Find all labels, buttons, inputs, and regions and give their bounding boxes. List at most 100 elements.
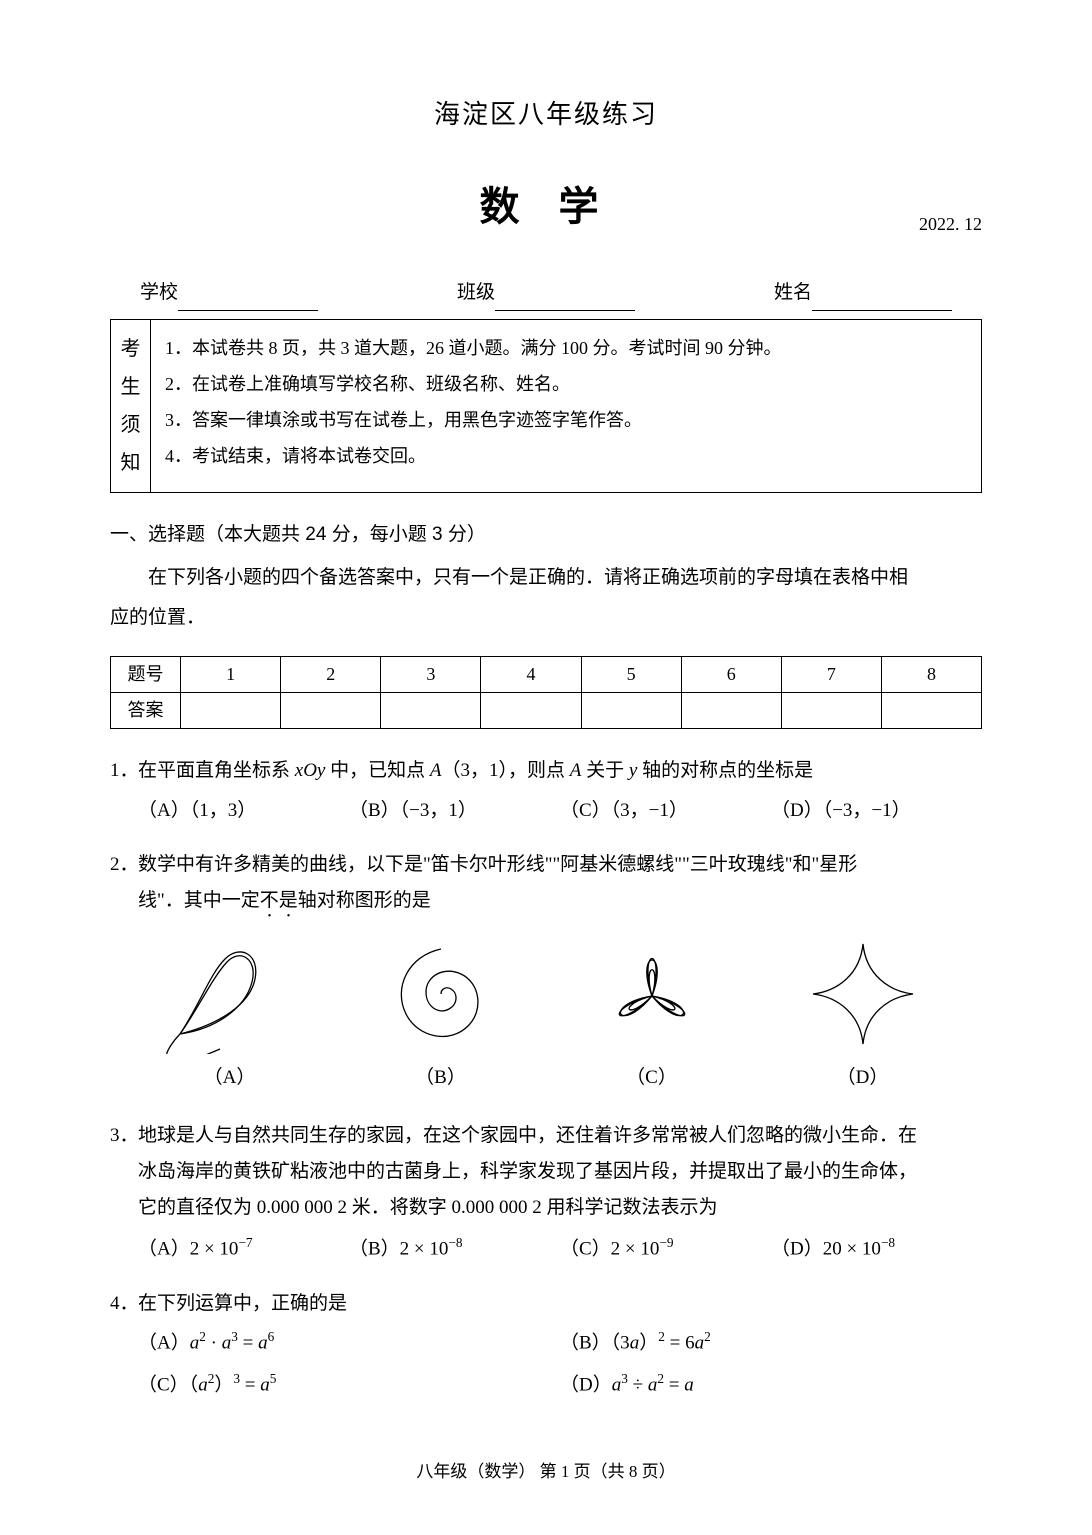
field-class-label: 班级 xyxy=(457,275,495,311)
answer-grid-col: 8 xyxy=(881,656,981,692)
answer-grid-alabel: 答案 xyxy=(111,692,181,728)
q2-stem-b: 线"．其中一定 xyxy=(138,890,260,911)
q3-choice-b: （B）2 × 10−8 xyxy=(349,1230,560,1267)
answer-grid-col: 7 xyxy=(781,656,881,692)
notice-text: 考试结束，请将本试卷交回。 xyxy=(192,446,426,466)
q2-cap-d: （D） xyxy=(837,1060,889,1096)
exam-date: 2022. 12 xyxy=(919,207,982,241)
q1-choice-d: （D）（−3，−1） xyxy=(771,793,982,829)
answer-grid-col: 4 xyxy=(481,656,581,692)
page-footer: 八年级（数学） 第 1 页（共 8 页） xyxy=(110,1456,982,1488)
question-2: 2． 数学中有许多精美的曲线，以下是"笛卡尔叶形线""阿基米德螺线""三叶玫瑰线… xyxy=(110,847,982,1100)
answer-cell[interactable] xyxy=(881,692,981,728)
field-school-line[interactable] xyxy=(178,289,318,311)
student-fields: 学校 班级 姓名 xyxy=(110,275,982,319)
field-name-label: 姓名 xyxy=(774,275,812,311)
notice-text: 本试卷共 8 页，共 3 道大题，26 道小题。满分 100 分。考试时间 90… xyxy=(192,338,782,358)
q3-line2: 冰岛海岸的黄铁矿粘液池中的古菌身上，科学家发现了基因片段，并提取出了最小的生命体… xyxy=(110,1154,982,1190)
field-name: 姓名 xyxy=(774,275,952,311)
section-blurb-line2: 应的位置． xyxy=(110,600,982,636)
notice-item: 4．考试结束，请将本试卷交回。 xyxy=(165,438,967,474)
q1-choice-b: （B）（−3，1） xyxy=(349,793,560,829)
q2-stem-line1: 数学中有许多精美的曲线，以下是"笛卡尔叶形线""阿基米德螺线""三叶玫瑰线"和"… xyxy=(138,847,982,883)
answer-grid-qlabel: 题号 xyxy=(111,656,181,692)
answer-cell[interactable] xyxy=(281,692,381,728)
notice-item: 2．在试卷上准确填写学校名称、班级名称、姓名。 xyxy=(165,366,967,402)
q2-emph: 不是 xyxy=(260,890,298,911)
notice-text: 答案一律填涂或书写在试卷上，用黑色字迹签字笔作答。 xyxy=(192,410,642,430)
q2-cap-b: （B） xyxy=(415,1060,466,1096)
field-class: 班级 xyxy=(457,275,635,311)
q1-choice-c: （C）（3，−1） xyxy=(560,793,771,829)
answer-grid-answer-row: 答案 xyxy=(111,692,982,728)
exam-region-title: 海淀区八年级练习 xyxy=(110,90,982,139)
q2-fig-d: （D） xyxy=(757,934,968,1096)
notice-item: 3．答案一律填涂或书写在试卷上，用黑色字迹签字笔作答。 xyxy=(165,402,967,438)
subject-title: 数 学 xyxy=(479,169,612,245)
answer-grid-col: 5 xyxy=(581,656,681,692)
q2-fig-a: （A） xyxy=(124,934,335,1096)
q2-cap-c: （C） xyxy=(626,1060,677,1096)
q3-line3: 它的直径仅为 0.000 000 2 米．将数字 0.000 000 2 用科学… xyxy=(110,1190,982,1226)
q2-stem-line2: 线"．其中一定不是轴对称图形的是 xyxy=(110,883,982,922)
q4-number: 4． xyxy=(110,1286,138,1322)
field-class-line[interactable] xyxy=(495,289,635,311)
q2-cap-a: （A） xyxy=(204,1060,256,1096)
q4-choice-b: （B）（3a）2 = 6a2 xyxy=(560,1322,982,1364)
answer-grid-col: 2 xyxy=(281,656,381,692)
q2-fig-b: （B） xyxy=(335,934,546,1096)
q2-figures: （A） （B） （C） xyxy=(110,926,982,1100)
section-blurb-line1: 在下列各小题的四个备选答案中，只有一个是正确的．请将正确选项前的字母填在表格中相 xyxy=(110,560,982,596)
notice-char: 生 xyxy=(121,368,141,406)
astroid-icon xyxy=(798,934,928,1054)
answer-cell[interactable] xyxy=(381,692,481,728)
notice-label: 考 生 须 知 xyxy=(111,320,151,492)
q2-stem-c: 轴对称图形的是 xyxy=(298,890,431,911)
q1-choice-a: （A）（1，3） xyxy=(138,793,349,829)
q4-stem: 在下列运算中，正确的是 xyxy=(138,1286,982,1322)
field-name-line[interactable] xyxy=(812,289,952,311)
notice-char: 考 xyxy=(121,330,141,368)
q4-choice-d: （D）a3 ÷ a2 = a xyxy=(560,1364,982,1406)
q3-line1: 地球是人与自然共同生存的家园，在这个家园中，还住着许多常常被人们忽略的微小生命．… xyxy=(138,1118,982,1154)
spiral-icon xyxy=(376,934,506,1054)
q4-choice-c: （C）（a2）3 = a5 xyxy=(138,1364,560,1406)
answer-grid-col: 1 xyxy=(181,656,281,692)
question-4: 4． 在下列运算中，正确的是 （A）a2 · a3 = a6 （B）（3a）2 … xyxy=(110,1286,982,1406)
question-1: 1． 在平面直角坐标系 xOy 中，已知点 A（3，1），则点 A 关于 y 轴… xyxy=(110,753,982,829)
notice-box: 考 生 须 知 1．本试卷共 8 页，共 3 道大题，26 道小题。满分 100… xyxy=(110,319,982,493)
q4-choice-a: （A）a2 · a3 = a6 xyxy=(138,1322,560,1364)
answer-cell[interactable] xyxy=(481,692,581,728)
q4-choices: （A）a2 · a3 = a6 （B）（3a）2 = 6a2 （C）（a2）3 … xyxy=(110,1322,982,1406)
answer-grid-header-row: 题号 1 2 3 4 5 6 7 8 xyxy=(111,656,982,692)
q3-choice-c: （C）2 × 10−9 xyxy=(560,1230,771,1267)
q3-choice-a: （A）2 × 10−7 xyxy=(138,1230,349,1267)
notice-list: 1．本试卷共 8 页，共 3 道大题，26 道小题。满分 100 分。考试时间 … xyxy=(151,320,981,492)
section-heading: 一、选择题（本大题共 24 分，每小题 3 分） xyxy=(110,517,982,553)
notice-char: 须 xyxy=(121,406,141,444)
question-3: 3． 地球是人与自然共同生存的家园，在这个家园中，还住着许多常常被人们忽略的微小… xyxy=(110,1118,982,1268)
q3-number: 3． xyxy=(110,1118,138,1154)
q3-choice-d: （D）20 × 10−8 xyxy=(771,1230,982,1267)
q2-number: 2． xyxy=(110,847,138,883)
answer-cell[interactable] xyxy=(781,692,881,728)
answer-grid-col: 6 xyxy=(681,656,781,692)
answer-cell[interactable] xyxy=(181,692,281,728)
q1-number: 1． xyxy=(110,753,138,789)
answer-grid: 题号 1 2 3 4 5 6 7 8 答案 xyxy=(110,656,982,729)
field-school-label: 学校 xyxy=(140,275,178,311)
q1-choices: （A）（1，3） （B）（−3，1） （C）（3，−1） （D）（−3，−1） xyxy=(110,793,982,829)
rose-icon xyxy=(582,934,722,1054)
field-school: 学校 xyxy=(140,275,318,311)
notice-item: 1．本试卷共 8 页，共 3 道大题，26 道小题。满分 100 分。考试时间 … xyxy=(165,330,967,366)
q1-stem: 在平面直角坐标系 xOy 中，已知点 A（3，1），则点 A 关于 y 轴的对称… xyxy=(138,753,982,789)
answer-cell[interactable] xyxy=(581,692,681,728)
subject-row: 数 学 2022. 12 xyxy=(110,169,982,245)
folium-icon xyxy=(160,934,300,1054)
notice-char: 知 xyxy=(121,444,141,482)
answer-grid-col: 3 xyxy=(381,656,481,692)
answer-cell[interactable] xyxy=(681,692,781,728)
q2-fig-c: （C） xyxy=(546,934,757,1096)
notice-text: 在试卷上准确填写学校名称、班级名称、姓名。 xyxy=(192,374,570,394)
q3-choices: （A）2 × 10−7 （B）2 × 10−8 （C）2 × 10−9 （D）2… xyxy=(110,1230,982,1267)
